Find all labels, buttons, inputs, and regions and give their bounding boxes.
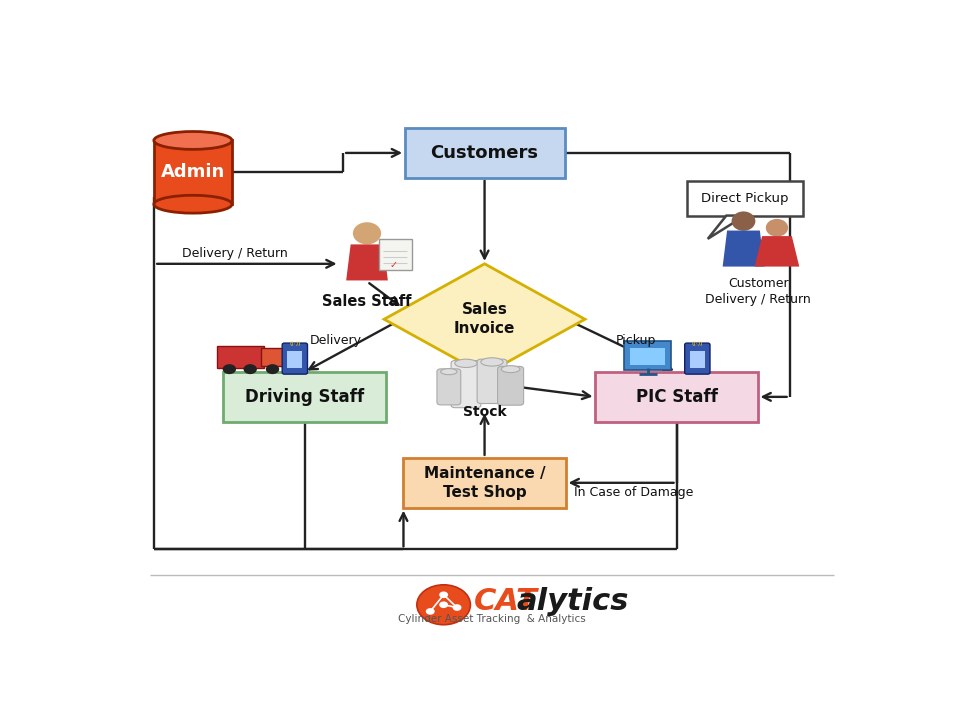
Circle shape	[266, 364, 279, 374]
Circle shape	[439, 601, 448, 608]
Ellipse shape	[481, 358, 503, 366]
Text: Sales
Invoice: Sales Invoice	[454, 302, 516, 336]
Text: Driving Staff: Driving Staff	[245, 388, 364, 406]
Ellipse shape	[455, 359, 477, 367]
Ellipse shape	[766, 219, 788, 237]
FancyBboxPatch shape	[497, 366, 523, 405]
FancyBboxPatch shape	[403, 458, 565, 508]
Text: Customers: Customers	[430, 144, 539, 162]
Text: ((·)): ((·))	[289, 341, 300, 346]
FancyBboxPatch shape	[287, 351, 302, 368]
Text: Delivery / Return: Delivery / Return	[182, 248, 288, 261]
Circle shape	[223, 364, 236, 374]
Polygon shape	[347, 244, 388, 280]
Polygon shape	[755, 236, 800, 266]
FancyBboxPatch shape	[154, 140, 232, 204]
Polygon shape	[384, 264, 585, 374]
FancyBboxPatch shape	[217, 346, 264, 368]
FancyBboxPatch shape	[630, 348, 665, 365]
Text: alytics: alytics	[516, 587, 629, 616]
FancyBboxPatch shape	[282, 343, 307, 374]
Ellipse shape	[353, 222, 381, 244]
Text: Stock: Stock	[463, 405, 506, 419]
Polygon shape	[708, 215, 745, 239]
Ellipse shape	[154, 132, 232, 149]
Text: ((·)): ((·))	[691, 341, 703, 346]
Text: Sales Staff: Sales Staff	[323, 294, 412, 309]
Text: Maintenance /
Test Shop: Maintenance / Test Shop	[423, 466, 545, 500]
FancyBboxPatch shape	[224, 372, 386, 422]
FancyBboxPatch shape	[687, 181, 803, 215]
Ellipse shape	[501, 366, 520, 373]
Text: Admin: Admin	[160, 163, 225, 181]
Circle shape	[426, 608, 435, 615]
Text: Pickup: Pickup	[615, 334, 656, 347]
Ellipse shape	[154, 195, 232, 213]
FancyBboxPatch shape	[624, 341, 671, 369]
Polygon shape	[723, 230, 764, 266]
Circle shape	[439, 591, 448, 598]
Text: In Case of Damage: In Case of Damage	[574, 486, 693, 499]
Circle shape	[452, 604, 462, 611]
Text: Direct Pickup: Direct Pickup	[701, 192, 789, 205]
FancyBboxPatch shape	[595, 372, 757, 422]
Text: Cylinder Asset Tracking  & Analytics: Cylinder Asset Tracking & Analytics	[398, 613, 586, 624]
FancyBboxPatch shape	[404, 128, 564, 178]
FancyBboxPatch shape	[477, 359, 507, 403]
Text: Delivery: Delivery	[310, 334, 362, 347]
FancyBboxPatch shape	[261, 348, 285, 366]
Ellipse shape	[441, 369, 457, 374]
Text: Customer
Delivery / Return: Customer Delivery / Return	[706, 277, 811, 306]
Circle shape	[244, 364, 257, 374]
FancyBboxPatch shape	[690, 351, 705, 368]
Text: CAT: CAT	[474, 587, 538, 616]
FancyBboxPatch shape	[379, 240, 412, 271]
Ellipse shape	[732, 212, 756, 231]
FancyBboxPatch shape	[451, 361, 481, 408]
Text: PIC Staff: PIC Staff	[636, 388, 717, 406]
FancyBboxPatch shape	[437, 369, 461, 405]
Text: ✓: ✓	[390, 260, 397, 270]
Circle shape	[417, 585, 470, 625]
FancyBboxPatch shape	[684, 343, 710, 374]
